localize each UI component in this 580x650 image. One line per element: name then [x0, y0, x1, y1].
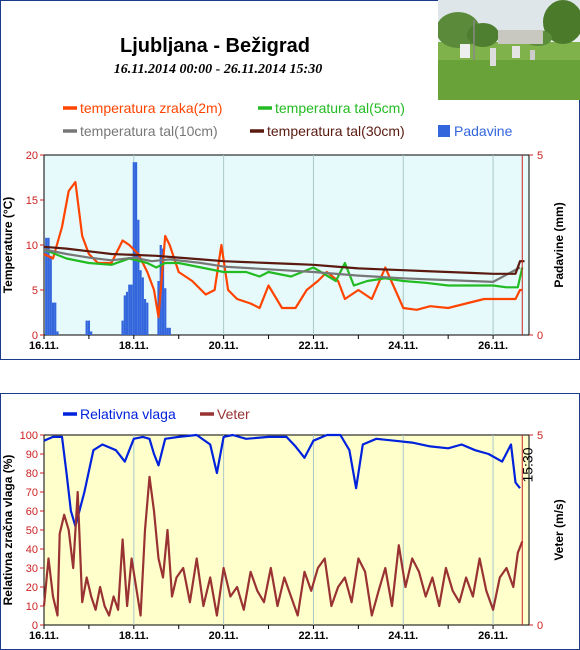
y-axis-label: Temperature (°C) [1, 197, 15, 294]
precipitation-bar [49, 255, 52, 335]
precipitation-bar [125, 291, 129, 335]
y2-tick-label: 5 [537, 150, 543, 162]
legend-label: Veter [217, 406, 250, 422]
precipitation-bar [121, 320, 124, 335]
y-tick-label: 30 [26, 563, 38, 575]
x-tick-label: 20.11. [209, 340, 239, 352]
precipitation-bar [51, 302, 55, 335]
x-tick-label: 20.11. [209, 630, 239, 642]
precipitation-bar [54, 302, 57, 335]
x-tick-label: 26.11. [478, 630, 508, 642]
x-tick-label: 16.11. [29, 630, 59, 642]
precipitation-bar [87, 320, 91, 335]
y-tick-label: 20 [26, 582, 38, 594]
precipitation-bar [168, 327, 171, 335]
humidity-wind-chart: Relativna vlaga Veter 16.11. 18.11. 20.11. 22… [1, 406, 566, 642]
period-label: 16.11.2014 00:00 - 26.11.2014 15:30 [114, 62, 322, 77]
y-tick-label: 50 [26, 525, 38, 537]
legend-label: temperatura tal(10cm) [80, 123, 218, 139]
x-tick-label: 18.11. [119, 630, 149, 642]
legend-label: temperatura tal(30cm) [267, 123, 405, 139]
x-tick-label: 24.11. [388, 340, 418, 352]
x-tick-label: 24.11. [388, 630, 418, 642]
precipitation-bar [143, 299, 147, 335]
y-tick-label: 5 [32, 285, 38, 297]
precipitation-bar [134, 162, 138, 335]
plot-area [43, 434, 530, 626]
precipitation-bar [56, 331, 59, 335]
precipitation-bar [123, 295, 126, 335]
current-time-label: 15:30 [519, 447, 535, 482]
precipitation-bar [90, 331, 93, 335]
series-line [43, 180, 523, 319]
station-title: Ljubljana - Bežigrad [120, 35, 310, 57]
precipitation-bar [137, 219, 140, 335]
y-tick-label: 70 [26, 487, 38, 499]
precipitation-bar [166, 327, 169, 335]
precipitation-bar [164, 288, 167, 335]
precipitation-bar [128, 284, 131, 335]
precipitation-bar [85, 320, 88, 335]
series-line [43, 245, 525, 275]
y2-tick-label: 0 [537, 620, 543, 632]
x-tick-label: 26.11. [478, 340, 508, 352]
y-tick-label: 90 [26, 449, 38, 461]
precipitation-bar [146, 302, 149, 335]
station-photo [438, 0, 580, 100]
y-tick-label: 60 [26, 506, 38, 518]
precipitation-bar [161, 248, 165, 335]
y-tick-label: 100 [20, 430, 38, 442]
x-tick-label: 22.11. [298, 340, 328, 352]
x-tick-label: 22.11. [298, 630, 328, 642]
y2-tick-label: 5 [537, 430, 543, 442]
series-line [42, 475, 524, 617]
y-tick-label: 80 [26, 468, 38, 480]
precipitation-bar [47, 237, 50, 335]
precipitation-bar [141, 277, 144, 335]
temperature-chart: temperatura zraka(2m) temperatura tal(5cm… [1, 100, 566, 352]
series-line [43, 433, 521, 528]
y-tick-label: 20 [26, 150, 38, 162]
x-tick-label: 16.11. [29, 340, 59, 352]
y2-axis-label: Veter (m/s) [552, 499, 566, 560]
legend-label: temperatura tal(5cm) [275, 100, 405, 116]
legend-label: Padavine [454, 123, 513, 139]
legend-label: temperatura zraka(2m) [80, 100, 222, 116]
y-tick-label: 40 [26, 544, 38, 556]
series-line [43, 248, 521, 283]
y-axis-label: Relativna zračna vlaga (%) [1, 455, 15, 606]
x-tick-label: 18.11. [119, 340, 149, 352]
legend-label: Relativna vlaga [80, 406, 176, 422]
precipitation-bar [139, 270, 142, 335]
y-tick-label: 10 [26, 240, 38, 252]
y2-axis-label: Padavine (mm) [552, 202, 566, 287]
precipitation-bar [45, 237, 48, 335]
y-tick-label: 0 [32, 620, 38, 632]
series-line [43, 248, 524, 289]
y-tick-label: 10 [26, 601, 38, 613]
y-tick-label: 0 [32, 330, 38, 342]
legend-marker [438, 125, 450, 137]
y-tick-label: 15 [26, 195, 38, 207]
y2-tick-label: 0 [537, 330, 543, 342]
precipitation-bar [130, 284, 133, 335]
